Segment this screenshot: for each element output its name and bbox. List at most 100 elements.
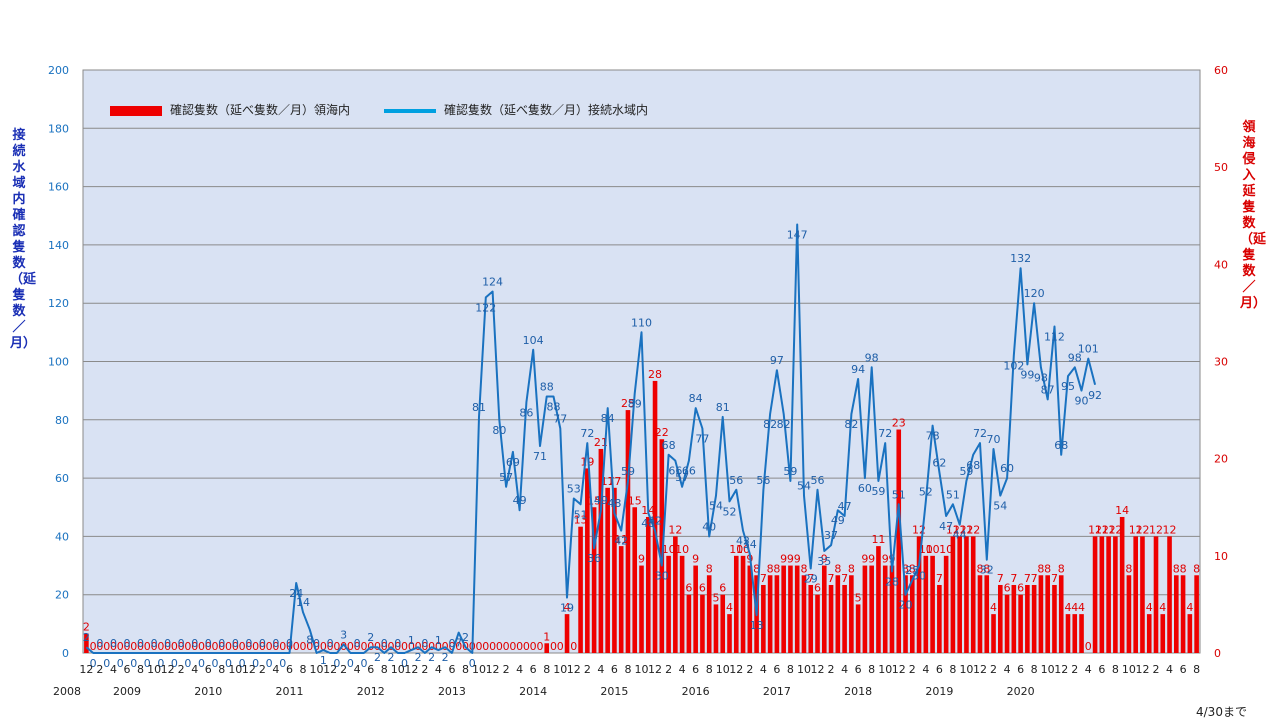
date-note: 4/30まで xyxy=(1196,705,1247,719)
bar-label: 0 xyxy=(347,640,354,653)
x-tick-month: 12 xyxy=(892,663,906,676)
bar xyxy=(625,410,631,653)
line-label: 0 xyxy=(421,637,428,650)
bar-label: 8 xyxy=(834,562,841,575)
bar-label: 0 xyxy=(266,640,273,653)
bar-label: 13 xyxy=(574,514,588,527)
x-tick-month: 6 xyxy=(1180,663,1187,676)
bar-label: 8 xyxy=(1193,562,1200,575)
x-tick-year: 2018 xyxy=(844,685,872,698)
bar xyxy=(774,575,780,653)
x-tick-month: 6 xyxy=(692,663,699,676)
line-label: 14 xyxy=(296,596,310,609)
bar xyxy=(1174,575,1179,653)
line-label: 0 xyxy=(225,657,232,670)
bar-label: 12 xyxy=(1108,523,1122,536)
line-label: 68 xyxy=(662,439,676,452)
x-tick-year: 2011 xyxy=(275,685,303,698)
bar xyxy=(700,594,705,653)
line-label: 0 xyxy=(198,657,205,670)
bar-label: 4 xyxy=(1159,601,1166,614)
bar xyxy=(1052,584,1057,653)
line-label: 2 xyxy=(442,651,449,664)
line-label: 66 xyxy=(668,465,682,478)
bar-label: 0 xyxy=(164,640,171,653)
line-label: 32 xyxy=(980,564,994,577)
y-axis-label-right: 領海侵入延隻数（延隻数／月） xyxy=(1240,120,1267,311)
line-label: 49 xyxy=(513,494,527,507)
bar-label: 0 xyxy=(381,640,388,653)
bar xyxy=(767,575,773,653)
bar-label: 0 xyxy=(191,640,198,653)
bar-label: 28 xyxy=(648,368,662,381)
x-tick-year: 2016 xyxy=(682,685,710,698)
x-tick-month: 6 xyxy=(286,663,293,676)
x-tick-month: 2 xyxy=(340,663,347,676)
x-tick-month: 10 xyxy=(391,663,405,676)
line-label: 30 xyxy=(655,570,669,583)
bar-label: 4 xyxy=(1064,601,1071,614)
bar-label: 0 xyxy=(96,640,103,653)
line-label: 0 xyxy=(279,657,286,670)
bar-label: 0 xyxy=(476,640,483,653)
bar-label: 12 xyxy=(1095,523,1109,536)
x-tick-month: 10 xyxy=(147,663,161,676)
x-tick-month: 6 xyxy=(1098,663,1105,676)
line-label: 0 xyxy=(178,637,185,650)
bar xyxy=(1058,575,1064,653)
line-label: 0 xyxy=(130,657,137,670)
bar xyxy=(679,555,685,653)
bar-label: 8 xyxy=(1037,562,1044,575)
line-label: 0 xyxy=(360,657,367,670)
bar-label: 10 xyxy=(919,543,933,556)
bar xyxy=(1194,575,1199,653)
line-label: 66 xyxy=(682,465,696,478)
bar xyxy=(618,546,624,653)
bar-label: 7 xyxy=(807,572,814,585)
y-tick-left: 180 xyxy=(48,122,69,135)
bar-label: 10 xyxy=(662,543,676,556)
line-label: 0 xyxy=(327,637,334,650)
x-tick-month: 8 xyxy=(1193,663,1200,676)
line-label: 2 xyxy=(374,651,381,664)
legend-item-line: 確認隻数（延べ隻数／月）接続水域内 xyxy=(384,101,648,118)
x-tick-month: 12 xyxy=(648,663,662,676)
bar-label: 7 xyxy=(841,572,848,585)
x-tick-month: 2 xyxy=(96,663,103,676)
x-tick-month: 12 xyxy=(242,663,256,676)
bar-label: 0 xyxy=(455,640,462,653)
bar xyxy=(842,584,847,653)
line-label: 0 xyxy=(171,657,178,670)
bar-label: 0 xyxy=(225,640,232,653)
bar-label: 1 xyxy=(543,630,550,643)
bar xyxy=(794,565,800,653)
line-label: 120 xyxy=(1024,287,1045,300)
bar-label: 8 xyxy=(1173,562,1180,575)
bar-label: 0 xyxy=(509,640,516,653)
x-tick-month: 4 xyxy=(354,663,361,676)
bar-label: 0 xyxy=(516,640,523,653)
bar-label: 17 xyxy=(601,475,615,488)
line-label: 0 xyxy=(313,637,320,650)
x-tick-month: 4 xyxy=(435,663,442,676)
bar-label: 7 xyxy=(936,572,943,585)
bar-label: 0 xyxy=(137,640,144,653)
bar-label: 0 xyxy=(408,640,415,653)
bar-label: 8 xyxy=(1058,562,1065,575)
line-label: 2 xyxy=(367,631,374,644)
bar-label: 0 xyxy=(259,640,266,653)
bar-label: 0 xyxy=(327,640,334,653)
bar xyxy=(605,487,610,653)
x-tick-month: 12 xyxy=(1135,663,1149,676)
bar-label: 7 xyxy=(1024,572,1031,585)
bar xyxy=(645,516,651,653)
bar xyxy=(937,584,942,653)
bar-label: 7 xyxy=(997,572,1004,585)
bar xyxy=(896,429,902,653)
bar xyxy=(997,584,1003,653)
bar-label: 0 xyxy=(117,640,124,653)
line-label: 0 xyxy=(96,637,103,650)
line-label: 72 xyxy=(973,427,987,440)
x-tick-month: 12 xyxy=(161,663,175,676)
